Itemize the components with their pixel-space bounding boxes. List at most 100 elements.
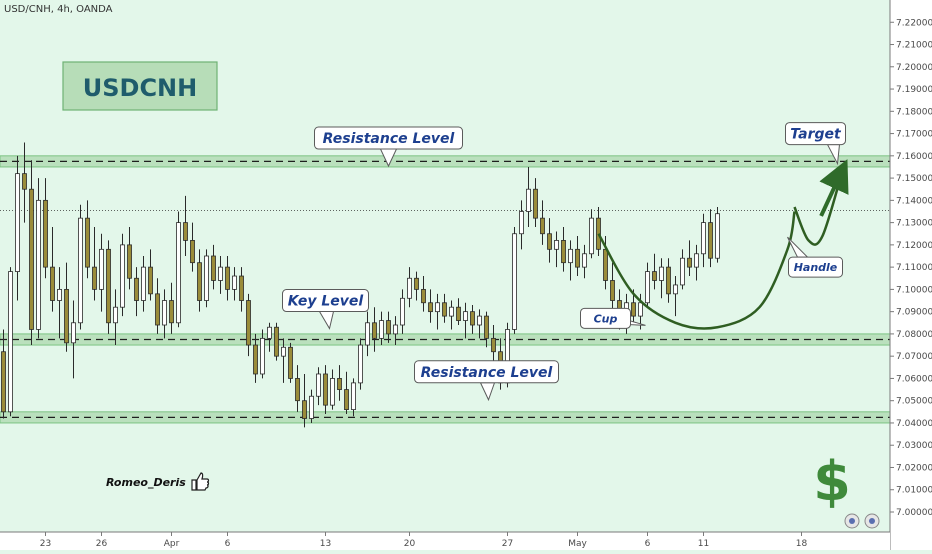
handle-label: Handle	[787, 236, 843, 278]
resistance-level-top-label-text: Resistance Level	[323, 131, 455, 147]
candle	[484, 311, 489, 348]
candle	[435, 293, 440, 330]
candle	[568, 240, 573, 281]
candle	[246, 293, 251, 357]
candle	[687, 240, 692, 277]
candle	[169, 282, 174, 334]
candle	[694, 244, 699, 281]
candle	[239, 267, 244, 312]
candle-body	[456, 306, 461, 321]
candle-body	[582, 253, 587, 268]
resistance-level-top-label: Resistance Level	[314, 126, 463, 168]
title-box	[62, 61, 218, 111]
candle	[491, 325, 496, 361]
candle-body	[274, 326, 279, 357]
price-tick-label: 7.03000	[896, 441, 932, 451]
price-tick-label: 7.19000	[896, 85, 932, 95]
price-tick-label: 7.01000	[896, 486, 932, 496]
candle	[316, 367, 321, 406]
candle	[421, 276, 426, 312]
time-axis-panel	[0, 532, 890, 550]
handle-label-box	[788, 256, 843, 278]
candle	[274, 322, 279, 361]
candle	[211, 244, 216, 290]
candle	[547, 218, 552, 263]
price-tick-label: 7.09000	[896, 308, 932, 318]
candle-body	[113, 306, 118, 324]
candle-body	[351, 382, 356, 411]
candle-body	[358, 344, 363, 384]
cup-label-text: Cup	[594, 312, 618, 325]
candle-body	[176, 222, 181, 324]
candle-body	[316, 373, 321, 397]
candle	[85, 200, 90, 279]
candle	[134, 267, 139, 317]
candle	[106, 240, 111, 334]
indicator-badges	[844, 513, 880, 529]
price-tick-label: 7.08000	[896, 330, 932, 340]
candle-body	[8, 271, 13, 413]
candle-body	[568, 248, 573, 264]
price-tick-label: 7.17000	[896, 130, 932, 140]
candle	[477, 309, 482, 339]
candle-body	[652, 271, 657, 281]
candle-body	[260, 337, 265, 375]
candle-body	[547, 233, 552, 250]
candle-body	[57, 288, 62, 301]
target-label-text: Target	[790, 127, 842, 143]
candle-body	[666, 266, 671, 295]
target-arrow	[819, 159, 849, 217]
candle-body	[344, 389, 349, 410]
price-tick-label: 7.21000	[896, 41, 932, 51]
target-label: Target	[785, 122, 846, 166]
candle-body	[295, 378, 300, 402]
candle-body	[687, 257, 692, 268]
candle-body	[43, 199, 48, 268]
candle-body	[302, 400, 307, 419]
candle-body	[323, 373, 328, 406]
thumbs-up-shape	[191, 472, 210, 491]
candle-body	[281, 346, 286, 357]
price-tick-label: 7.05000	[896, 397, 932, 407]
candle	[148, 249, 153, 301]
candle	[554, 231, 559, 268]
candle	[414, 271, 419, 301]
candle	[281, 338, 286, 383]
time-tick-label: 20	[404, 539, 416, 549]
price-tick-label: 7.00000	[896, 508, 932, 518]
candle-body	[22, 173, 27, 190]
candle	[666, 258, 671, 303]
candle	[225, 256, 230, 301]
candle-body	[365, 322, 370, 346]
time-tick-label: 11	[698, 539, 709, 549]
candle-body	[337, 378, 342, 390]
candle-body	[701, 222, 706, 255]
candle-body	[141, 266, 146, 301]
candle	[449, 300, 454, 330]
candle	[57, 267, 62, 339]
resistance-level-bottom-label: Resistance Level	[414, 360, 559, 402]
candle	[526, 166, 531, 228]
time-tick-label: 26	[96, 539, 108, 549]
candle-body	[659, 266, 664, 281]
candle-body	[715, 213, 720, 259]
candle-body	[197, 262, 202, 301]
candle-body	[512, 233, 517, 330]
candle	[29, 160, 34, 346]
candle-body	[400, 297, 405, 326]
candle-body	[533, 188, 538, 219]
time-tick-label: 27	[502, 539, 513, 549]
candle	[365, 311, 370, 357]
candle-body	[603, 248, 608, 281]
candle	[708, 209, 713, 268]
price-tick-label: 7.20000	[896, 63, 932, 73]
candle-body	[232, 275, 237, 290]
key-level-label-text: Key Level	[288, 294, 364, 310]
candle	[267, 322, 272, 352]
time-tick-label: 18	[796, 539, 808, 549]
resistance-level-bottom-label-text: Resistance Level	[421, 365, 553, 381]
candle-body	[645, 271, 650, 304]
candle	[652, 253, 657, 290]
candle-body	[225, 266, 230, 290]
